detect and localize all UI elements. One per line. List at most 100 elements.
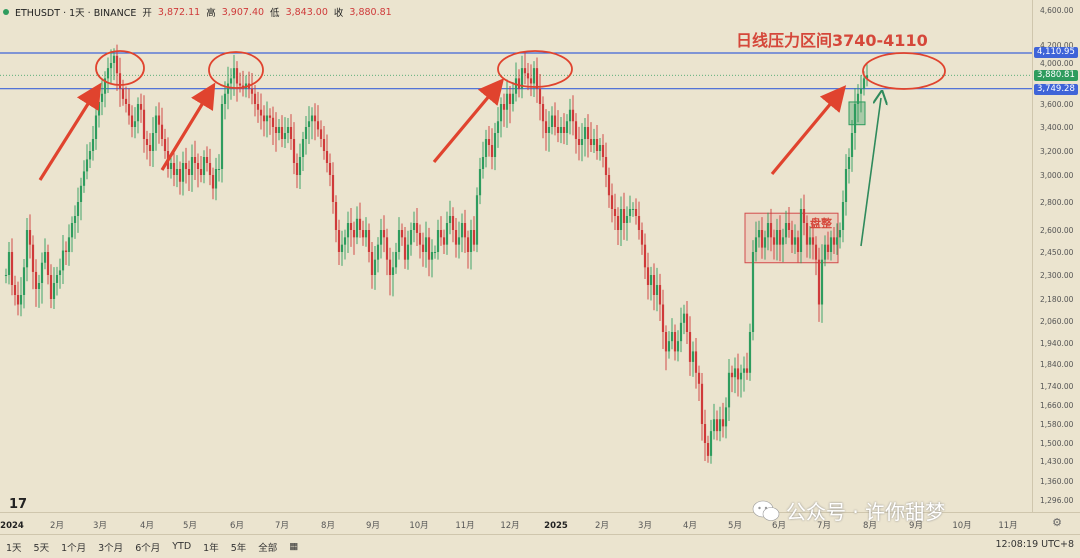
candle (199, 156, 203, 183)
candle-body (301, 139, 305, 157)
y-tick-label: 1,580.00 (1040, 420, 1074, 429)
candle-body (679, 322, 683, 342)
candle (487, 125, 491, 157)
candle-body (145, 139, 149, 145)
range-1y-button[interactable]: 1年 (203, 542, 219, 554)
candle (148, 133, 152, 167)
open-label: 开 (142, 8, 152, 19)
candle (358, 202, 362, 238)
range-3m-button[interactable]: 3个月 (98, 542, 124, 554)
candle (526, 63, 530, 91)
candle (325, 134, 329, 173)
candle (409, 222, 413, 256)
candle-body (622, 209, 626, 223)
candle (739, 364, 743, 398)
candle-body (487, 139, 491, 145)
candle (664, 325, 668, 371)
x-tick-label: 4月 (140, 521, 154, 531)
candle-body (544, 121, 548, 133)
candle (772, 229, 776, 260)
candle (541, 96, 545, 139)
candle (691, 341, 695, 377)
candle (451, 207, 455, 243)
date-range-calendar-icon[interactable]: ▦ (289, 541, 299, 552)
candle (46, 244, 50, 285)
green-arrow (860, 98, 881, 247)
candle (727, 358, 731, 421)
price-axis[interactable]: 4,600.00 4,200.00 4,000.00 3,600.00 3,400.00… (1032, 0, 1080, 512)
candle (517, 69, 521, 98)
candle (823, 235, 827, 267)
range-1d-button[interactable]: 1天 (6, 542, 22, 554)
tradingview-logo-icon[interactable]: 𝟭𝟳 (9, 497, 28, 512)
candle (58, 258, 62, 289)
candle-body (370, 252, 374, 275)
candle (301, 131, 305, 172)
candle-body (13, 285, 17, 295)
time-axis[interactable]: 2024 2月 3月 4月 5月 6月 7月 8月 9月 10月 11月 12月 2025 2月 3月 4月 5… (0, 512, 1080, 535)
candle-body (775, 230, 779, 245)
range-1m-button[interactable]: 1个月 (61, 542, 87, 554)
y-tick-label: 1,840.00 (1040, 360, 1074, 369)
candle-body (862, 78, 866, 89)
open-value: 3,872.11 (157, 6, 201, 18)
candle (682, 304, 686, 335)
candle-body (211, 175, 215, 189)
x-tick-label: 5月 (183, 521, 197, 531)
candle-body (139, 104, 143, 110)
settings-gear-icon[interactable]: ⚙ (1052, 516, 1062, 529)
candle (628, 195, 632, 223)
candle (475, 187, 479, 253)
candle (832, 227, 836, 254)
candle (742, 356, 746, 392)
candle-body (64, 250, 68, 252)
candle-body (634, 209, 638, 216)
candle-body (73, 216, 77, 223)
candle (109, 49, 113, 85)
candle-body (376, 244, 380, 260)
candle (214, 157, 218, 201)
x-tick-label: 11月 (455, 521, 474, 531)
candle-body (334, 202, 338, 230)
candle (322, 125, 326, 160)
watermark-text: 公众号 · 许你甜梦 (786, 500, 946, 524)
x-tick-label: 11月 (998, 521, 1017, 531)
candle (403, 227, 407, 269)
candle-body (226, 83, 230, 94)
candle (217, 154, 221, 182)
clock-readout[interactable]: 12:08:19 UTC+8 (995, 539, 1074, 550)
symbol-name[interactable]: ETHUSDT · 1天 · BINANCE (15, 8, 137, 19)
candle (715, 410, 719, 441)
candle-body (394, 252, 398, 268)
candle-body (601, 145, 605, 157)
candle (187, 160, 191, 191)
candle-body (82, 171, 86, 186)
high-value: 3,907.40 (221, 6, 265, 18)
candle (778, 215, 782, 262)
candle-body (553, 115, 557, 127)
chart-area[interactable]: 日线压力区间3740-4110 盘整 (0, 0, 1032, 512)
candle (196, 153, 200, 188)
y-tick-label: 4,000.00 (1040, 59, 1074, 68)
range-6m-button[interactable]: 6个月 (135, 542, 161, 554)
candlestick-chart[interactable]: 日线压力区间3740-4110 盘整 (0, 0, 1032, 512)
candle (208, 148, 212, 186)
candle (49, 264, 53, 309)
candle (865, 64, 869, 87)
candle-body (340, 244, 344, 252)
resistance-annotation-text: 日线压力区间3740-4110 (736, 31, 928, 50)
candle (496, 107, 500, 148)
candle-body (844, 169, 848, 202)
candle-body (424, 237, 428, 252)
range-ytd-button[interactable]: YTD (172, 541, 192, 552)
range-all-button[interactable]: 全部 (258, 542, 278, 554)
candle (139, 93, 143, 123)
candle-body (127, 104, 131, 116)
candle (712, 403, 716, 440)
candle-body (781, 237, 785, 245)
range-5y-button[interactable]: 5年 (230, 542, 247, 554)
candle (229, 68, 233, 100)
range-5d-button[interactable]: 5天 (33, 542, 50, 554)
candle (370, 241, 374, 289)
candle (91, 125, 95, 161)
